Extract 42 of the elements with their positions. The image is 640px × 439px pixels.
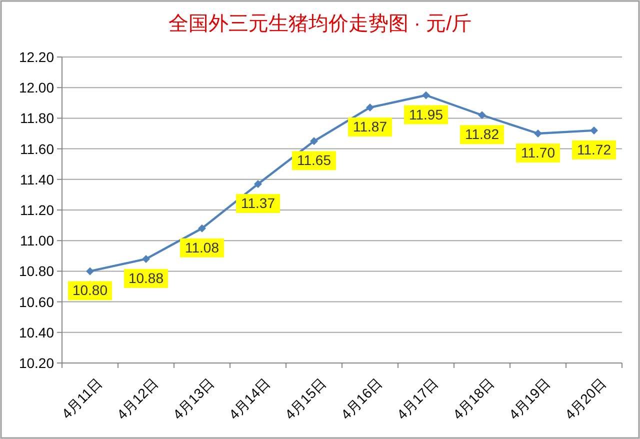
point (422, 91, 430, 100)
data-label: 10.80 (72, 282, 108, 298)
x-tick-label: 4月15日 (282, 374, 330, 423)
y-tick-label: 11.80 (20, 110, 54, 126)
y-tick-label: 12.00 (18, 80, 54, 96)
x-tick-label: 4月17日 (394, 374, 442, 423)
data-label: 11.72 (577, 141, 612, 158)
x-tick-label: 4月16日 (338, 374, 386, 423)
x-tick-label: 4月18日 (450, 374, 498, 423)
y-tick-label: 10.60 (18, 294, 54, 310)
y-tick-label: 11.00 (20, 232, 54, 249)
x-tick-label: 4月11日 (58, 374, 106, 422)
data-label: 11.95 (409, 106, 444, 122)
x-tick-label: 4月20日 (562, 374, 610, 423)
x-tick-label: 4月12日 (114, 374, 162, 423)
data-label: 11.82 (465, 126, 500, 142)
point (198, 224, 206, 232)
data-label: 11.08 (185, 239, 220, 256)
data-label: 11.87 (353, 118, 388, 134)
point (86, 267, 94, 276)
y-tick-label: 11.20 (20, 202, 54, 218)
point (590, 126, 598, 134)
point (254, 180, 262, 188)
data-label: 11.65 (297, 152, 332, 168)
point (142, 254, 150, 263)
data-label: 11.37 (241, 194, 276, 211)
x-tick-label: 4月13日 (170, 374, 218, 423)
point (366, 103, 374, 112)
y-tick-label: 11.40 (20, 171, 54, 188)
data-label: 10.88 (128, 270, 164, 286)
point (534, 130, 542, 138)
x-tick-label: 4月14日 (226, 374, 274, 423)
title: 全国外三元生猪均价走势图 · 元/斤 (168, 13, 472, 35)
y-tick-label: 10.40 (18, 324, 54, 340)
point (478, 111, 486, 120)
data-label: 11.70 (521, 144, 556, 160)
y-tick-label: 10.20 (18, 355, 54, 371)
y-tick-label: 11.60 (20, 140, 54, 157)
y-tick-label: 10.80 (18, 263, 54, 280)
y-tick-label: 12.20 (18, 49, 54, 65)
x-tick-label: 4月19日 (506, 374, 554, 423)
point (310, 137, 318, 146)
